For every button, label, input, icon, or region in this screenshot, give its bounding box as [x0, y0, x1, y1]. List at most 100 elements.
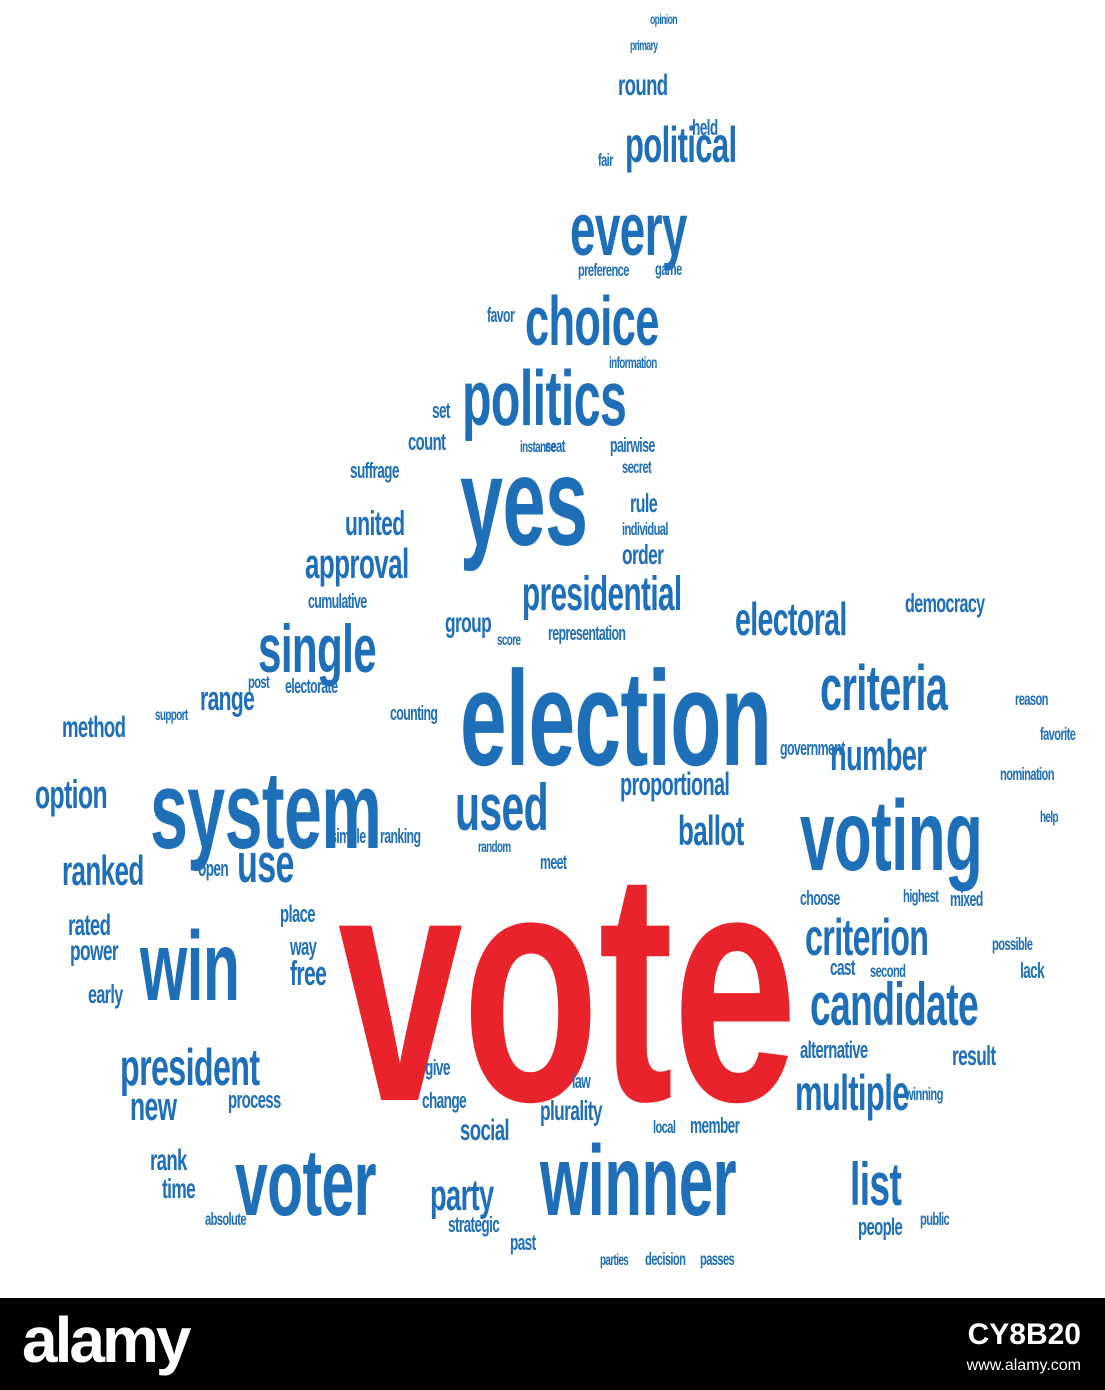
cloud-word: ranking	[380, 825, 421, 848]
cloud-word: public	[920, 1209, 950, 1229]
cloud-word: government	[780, 737, 846, 760]
cloud-word: election	[460, 642, 771, 793]
cloud-word: use	[237, 833, 294, 894]
cloud-word: information	[609, 354, 657, 372]
cloud-word: system	[150, 749, 381, 872]
cloud-word: result	[952, 1040, 996, 1071]
alamy-logo: alamy	[22, 1308, 195, 1376]
cloud-word: win	[139, 912, 239, 1021]
cloud-word: game	[655, 259, 682, 279]
cloud-word: absolute	[205, 1209, 246, 1229]
cloud-word: decision	[645, 1249, 686, 1269]
cloud-word: nomination	[1000, 764, 1054, 784]
cloud-word: post	[248, 672, 270, 692]
cloud-word: politics	[462, 354, 626, 442]
cloud-word: instance	[520, 438, 556, 456]
cloud-word: give	[425, 1055, 450, 1080]
cloud-word: proportional	[620, 766, 729, 802]
accent-word-vote: vote	[338, 802, 797, 1170]
cloud-word: power	[70, 935, 119, 966]
cloud-word: reason	[1015, 689, 1048, 709]
cloud-word: democracy	[905, 588, 985, 618]
cloud-word: highest	[903, 886, 939, 906]
cloud-word: suffrage	[350, 458, 399, 483]
cloud-word: held	[692, 115, 718, 140]
cloud-word: rated	[68, 909, 110, 943]
cloud-word: way	[289, 935, 317, 961]
cloud-word: political	[625, 116, 736, 172]
cloud-word: lack	[1020, 958, 1045, 983]
cloud-word: change	[422, 1088, 467, 1113]
cloud-word: open	[198, 856, 229, 881]
cloud-word: single	[258, 611, 376, 687]
cloud-word: every	[570, 189, 687, 272]
svg-text:alamy: alamy	[22, 1308, 192, 1376]
cloud-word: cast	[830, 955, 855, 980]
cloud-word: help	[1040, 808, 1058, 826]
cloud-word: score	[497, 631, 521, 649]
cloud-word: social	[460, 1114, 509, 1148]
cloud-word: parties	[600, 1251, 628, 1269]
word-cloud-artwork: vote election system voting winner yes win vote…	[35, 12, 1076, 1270]
cloud-word: alternative	[800, 1038, 868, 1064]
image-id: CY8B20	[967, 1318, 1081, 1351]
cloud-word: strategic	[448, 1212, 500, 1237]
cloud-word: set	[432, 398, 450, 423]
cloud-word: ballot	[678, 808, 745, 855]
cloud-word: free	[290, 954, 326, 992]
cloud-word: winning	[904, 1084, 943, 1104]
cloud-word: pairwise	[610, 434, 655, 457]
cloud-word: fair	[598, 150, 614, 170]
cloud-word: voter	[235, 1128, 376, 1235]
cloud-word: criterion	[805, 909, 928, 967]
cloud-word: passes	[700, 1249, 734, 1269]
cloud-word: new	[130, 1085, 177, 1129]
cloud-word: round	[618, 69, 668, 103]
cloud-word: second	[870, 961, 906, 981]
cloud-word: meet	[540, 851, 567, 874]
cloud-word: people	[858, 1215, 903, 1241]
cloud-word: rank	[150, 1144, 187, 1178]
cloud-word: random	[478, 838, 511, 856]
site-url: www.alamy.com	[966, 1357, 1081, 1374]
cloud-word: member	[690, 1113, 740, 1138]
cloud-word: united	[345, 504, 404, 542]
cloud-word: favor	[487, 304, 515, 327]
cloud-word: count	[408, 430, 446, 456]
cloud-word: law	[572, 1070, 591, 1093]
cloud-word: electorate	[285, 675, 338, 698]
cloud-word: criteria	[820, 654, 948, 725]
cloud-word: winner	[539, 1125, 736, 1237]
cloud-word: preference	[578, 260, 629, 280]
cloud-word: plurality	[540, 1095, 603, 1126]
cloud-word: past	[510, 1230, 536, 1255]
cloud-word: counting	[390, 702, 438, 725]
cloud-word: secret	[622, 457, 652, 477]
cloud-word: method	[62, 711, 125, 745]
cloud-word: opinion	[650, 12, 677, 28]
cloud-word: multiple	[795, 1064, 909, 1120]
cloud-word: individual	[622, 519, 668, 539]
cloud-word: time	[162, 1173, 196, 1204]
cloud-word: approval	[305, 541, 409, 588]
cloud-word: yes	[460, 433, 587, 572]
cloud-word: mixed	[950, 888, 983, 911]
cloud-word: number	[830, 730, 927, 779]
cloud-word: president	[120, 1039, 260, 1097]
cloud-word: rule	[630, 488, 658, 518]
cloud-word: choose	[800, 887, 840, 910]
cloud-word: list	[850, 1151, 902, 1218]
cloud-word: ranked	[62, 848, 144, 895]
cloud-word: early	[88, 979, 123, 1009]
cloud-word: range	[200, 679, 254, 717]
cloud-word: favorite	[1040, 724, 1076, 744]
watermark-banner: alamy CY8B20 www.alamy.com	[0, 1298, 1105, 1390]
cloud-word: representation	[548, 622, 626, 645]
cloud-word: order	[622, 539, 664, 570]
cloud-word: group	[445, 607, 491, 638]
cloud-word: simple	[330, 825, 366, 848]
cloud-word: option	[35, 773, 107, 817]
cloud-word: presidential	[522, 568, 682, 621]
cloud-word: candidate	[810, 971, 978, 1038]
cloud-word: support	[155, 706, 189, 724]
